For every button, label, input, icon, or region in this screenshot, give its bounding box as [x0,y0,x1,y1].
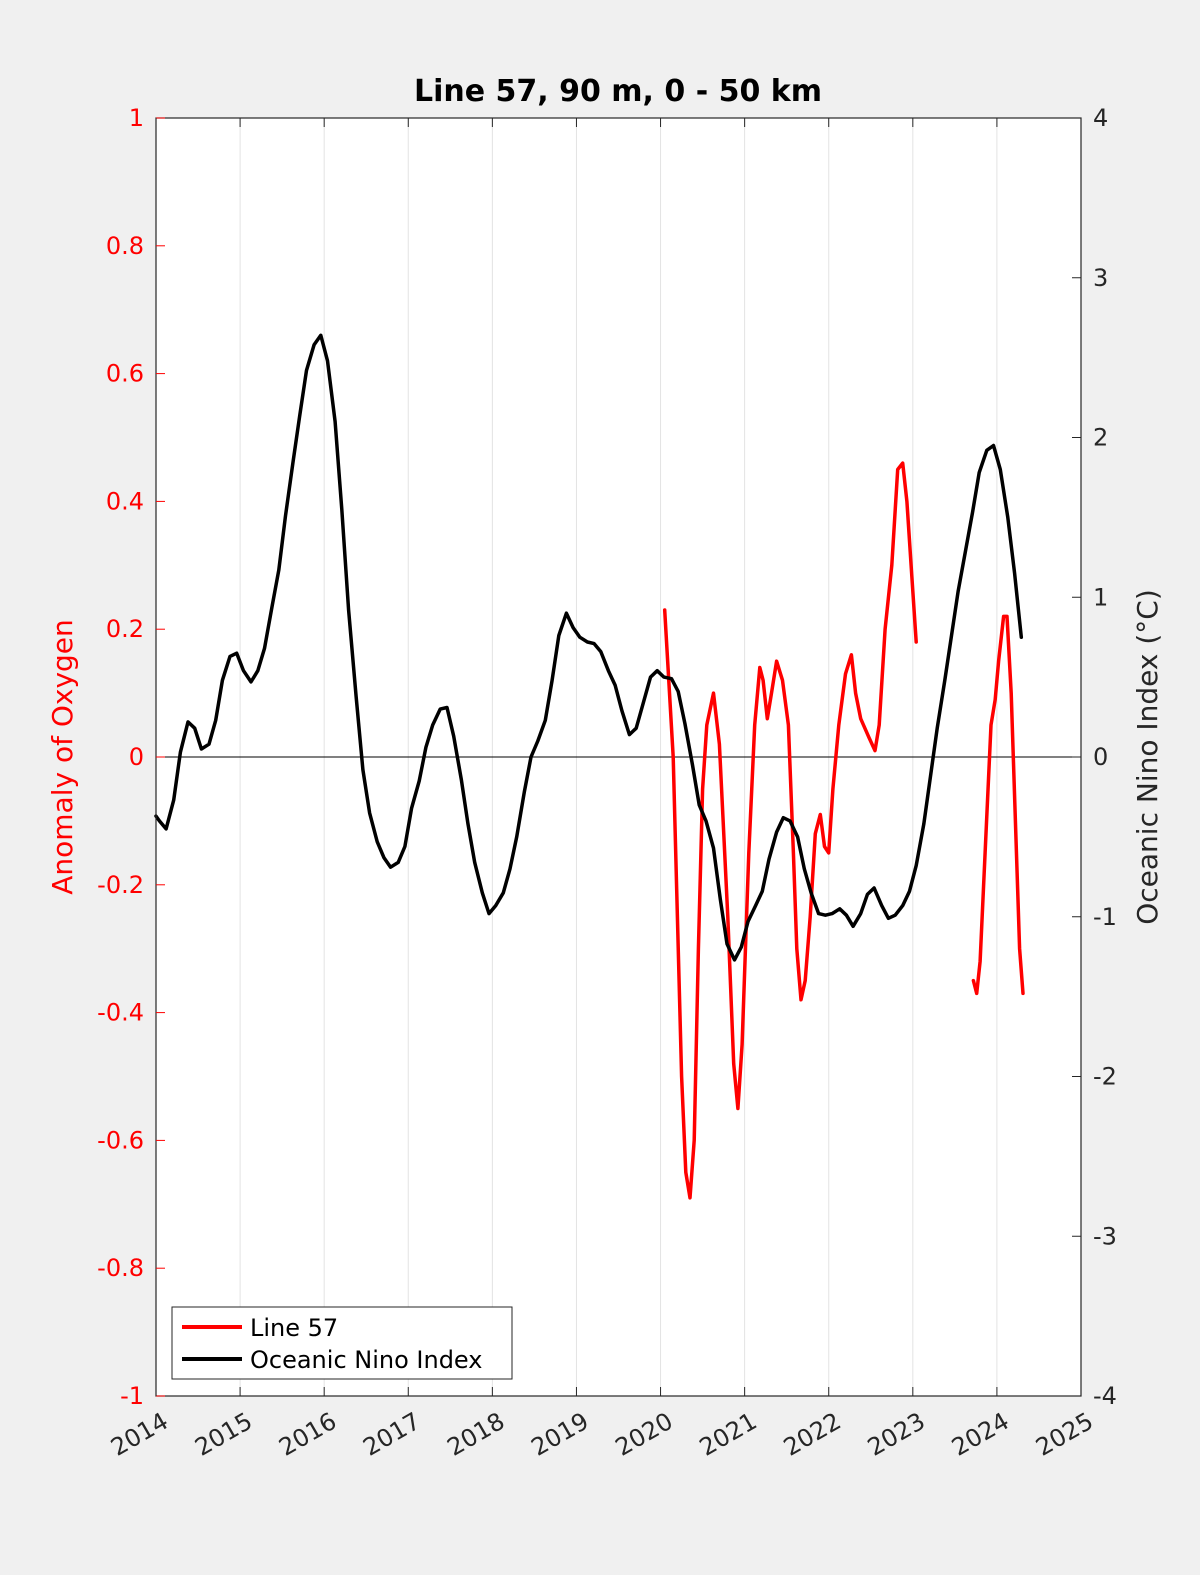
x-tick-label-2016: 2016 [274,1407,341,1462]
right-tick-label: 1 [1093,583,1108,611]
x-tick-label-2021: 2021 [695,1407,762,1462]
x-tick-label-2019: 2019 [527,1407,594,1462]
x-tick-label-2024: 2024 [947,1407,1014,1462]
left-tick-label: 1 [129,104,144,132]
x-tick-label-2017: 2017 [358,1407,425,1462]
right-tick-label: -1 [1093,903,1117,931]
legend-label-line-57: Line 57 [250,1314,338,1342]
left-y-axis: -1 -0.8 -0.6 -0.4 -0.2 0 0.2 0.4 0.6 0.8 1 [97,104,165,1410]
left-tick-label: -0.4 [97,999,144,1027]
x-tick-label-2014: 2014 [106,1407,173,1462]
chart-title: Line 57, 90 m, 0 - 50 km [414,74,822,109]
right-tick-label: -2 [1093,1063,1117,1091]
left-tick-label: -1 [120,1382,144,1410]
left-tick-label: -0.6 [97,1126,144,1154]
right-tick-label: -3 [1093,1222,1117,1250]
series-lines [154,333,1025,1200]
x-tick-label-2022: 2022 [779,1407,846,1462]
left-tick-label: 0.6 [106,360,144,388]
x-tick-label-2015: 2015 [190,1407,257,1462]
x-tick-label-2023: 2023 [863,1407,930,1462]
oni-series-line-0 [154,333,1024,962]
line-57-series-line-1 [971,614,1025,996]
left-tick-label: 0.8 [106,232,144,260]
right-tick-label: -4 [1093,1382,1117,1410]
left-tick-label: 0.2 [106,615,144,643]
right-y-axis-label: Oceanic Nino Index (°C) [1131,589,1164,925]
legend-label-oni: Oceanic Nino Index [250,1346,482,1374]
legend: Line 57 Oceanic Nino Index [171,1306,513,1380]
right-tick-label: 3 [1093,264,1108,292]
right-tick-label: 2 [1093,424,1108,452]
x-tick-label-2020: 2020 [611,1407,678,1462]
left-tick-label: 0 [129,743,144,771]
line-57-series-line-0 [662,461,918,1200]
left-y-axis-label: Anomaly of Oxygen [46,619,79,895]
x-tick-label-2018: 2018 [442,1407,509,1462]
left-tick-label: 0.4 [106,487,144,515]
right-tick-label: 4 [1093,104,1108,132]
left-tick-label: -0.2 [97,871,144,899]
right-tick-label: 0 [1093,743,1108,771]
x-tick-label-2025: 2025 [1031,1407,1098,1462]
legend-box [171,1306,513,1380]
left-tick-label: -0.8 [97,1254,144,1282]
right-y-axis: -4 -3 -2 -1 0 1 2 3 4 [1072,104,1117,1410]
